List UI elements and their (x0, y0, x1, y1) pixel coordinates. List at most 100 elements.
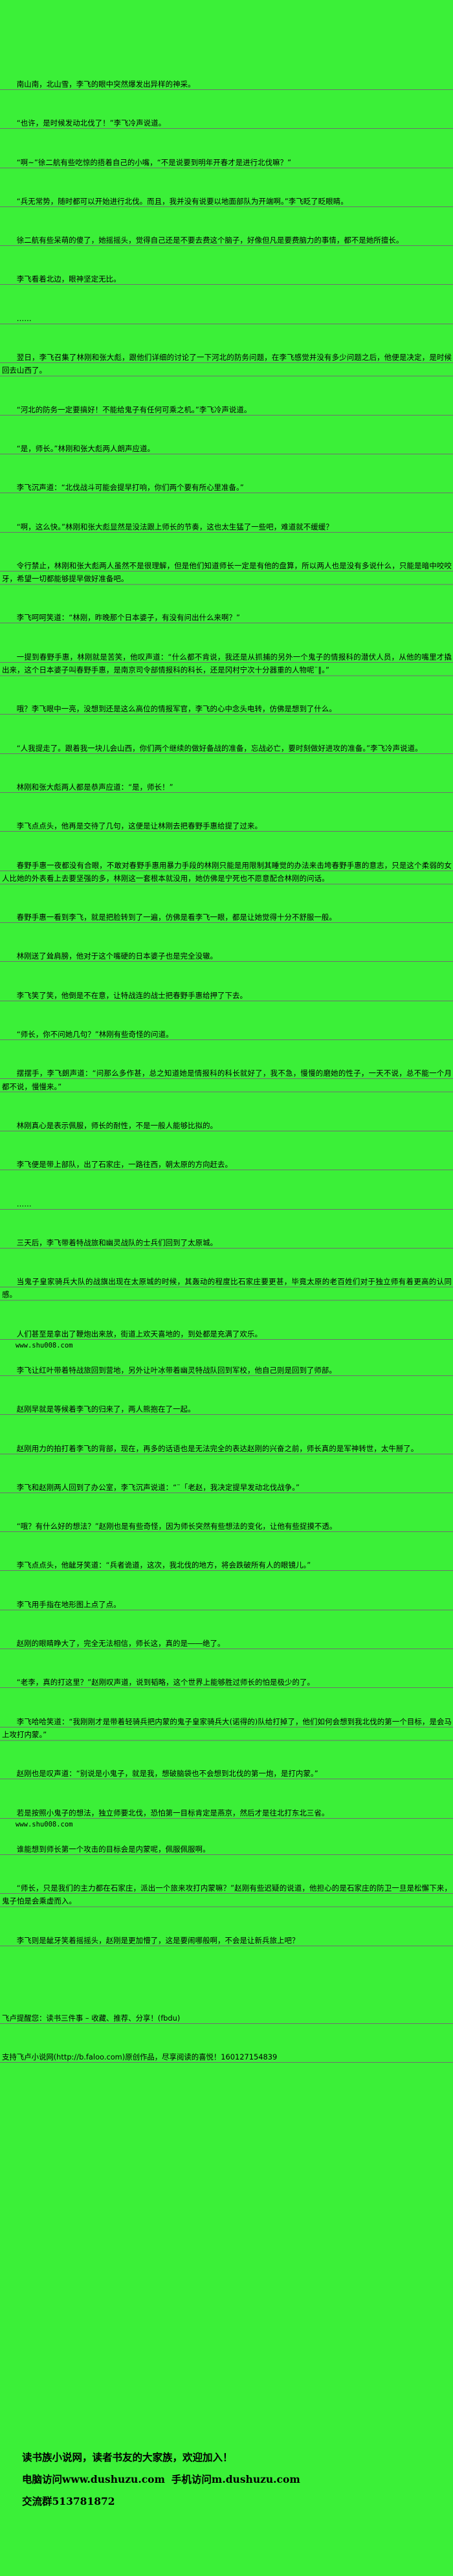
chapter-paragraph: 李飞和赵刚两人回到了办公室，李飞沉声说道：“¨「老赵，我决定提早发动北伐战争。” (0, 1480, 453, 1494)
paragraph-spacer (0, 208, 453, 234)
chapter-paragraph: 当鬼子皇家骑兵大队的战旗出现在太原城的时候，其轰动的程度比石家庄要更甚，毕竟太原… (0, 1275, 453, 1302)
chapter-paragraph: …… (0, 311, 453, 326)
paragraph-spacer (0, 1689, 453, 1715)
promo-note: 飞卢提醒您：读书三件事 – 收藏、推荐、分享！(fbdu) (0, 2012, 453, 2025)
chapter-paragraph: “河北的防务一定要搞好！不能给鬼子有任何可乘之机。”李飞冷声说道。 (0, 403, 453, 416)
chapter-paragraph: 春野手惠一夜都没有合眼，不敢对春野手惠用暴力手段的林刚只能是用限制其睡觉的办法来… (0, 858, 453, 885)
chapter-paragraph: 赵刚用力的拍打着李飞的背部，现在，再多的话语也是无法完全的表达赵刚的兴奋之前，师… (0, 1441, 453, 1455)
chapter-paragraph: 李飞呵呵笑道：“林刚，昨晚那个日本婆子，有没有问出什么来啊？” (0, 611, 453, 625)
chapter-paragraph: 摆摆手，李飞朗声道：“问那么多作甚，总之知道她是情报科的科长就好了，我不急，慢慢… (0, 1067, 453, 1093)
paragraph-spacer (0, 1856, 453, 1882)
paragraph-spacer (0, 1416, 453, 1442)
site-footer: 读书族小说网，读者书友的大家族，欢迎加入！ 电脑访问www.dushuzu.co… (0, 2447, 453, 2513)
paragraph-spacer (0, 1741, 453, 1767)
chapter-paragraph: 李飞沉声道：“北伐战斗可能会提早打响，你们两个要有所心里准备。” (0, 481, 453, 494)
paragraph-spacer (0, 494, 453, 520)
paragraph-spacer (0, 924, 453, 949)
paragraph-spacer (0, 1533, 453, 1559)
paragraph-spacer (0, 585, 453, 611)
chapter-paragraph: 人们甚至是拿出了鞭炮出来放，街道上欢天喜地的，到处都是充满了欢乐。 (0, 1327, 453, 1340)
paragraph-spacer (0, 377, 453, 403)
chapter-paragraph: “师长，只是我们的主力都在石家庄，派出一个旅来攻打内蒙嘛？”赵刚有些迟疑的说道，… (0, 1882, 453, 1908)
paragraph-spacer (0, 963, 453, 989)
chapter-paragraph: “兵无常势，随时都可以开始进行北伐。而且，我并没有说要以地面部队为开端啊。”李飞… (0, 194, 453, 208)
promo-support[interactable]: 支持飞卢小说网(http://b.faloo.com)原创作品，尽享阅读的喜悦！… (0, 2050, 453, 2064)
chapter-paragraph: 赵刚早就是等候着李飞的归来了，两人熊抱在了一起。 (0, 1403, 453, 1416)
paragraph-spacer (0, 625, 453, 650)
chapter-paragraph: “是，师长。”林刚和张大彪两人朗声应道。 (0, 441, 453, 456)
chapter-paragraph: “老李，真的打这里？”赵刚叹声道，说到韬略，这个世界上能够胜过师长的怕是极少的了… (0, 1676, 453, 1689)
paragraph-spacer (0, 286, 453, 312)
chapter-paragraph: 李飞则是龇牙笑着摇摇头，赵刚是更加懵了，这是要闹哪般啊，不会是让新兵旅上吧？ (0, 1933, 453, 1948)
paragraph-spacer (0, 130, 453, 156)
paragraph-spacer (0, 833, 453, 859)
paragraph-spacer (0, 2025, 453, 2050)
chapter-paragraph: 赵刚的眼睛睁大了，完全无法相信，师长这，真的是――绝了。 (0, 1637, 453, 1650)
paragraph-spacer (0, 1002, 453, 1028)
footer-group-number: 513781872 (52, 2495, 115, 2507)
paragraph-spacer (0, 1781, 453, 1806)
chapter-body: 南山南，北山雪，李飞的眼中突然爆发出异样的神采。 “也许，是时候发动北伐了！”李飞… (0, 78, 453, 2064)
chapter-paragraph: 三天后，李飞带着特战旅和幽灵战队的士兵们回到了太原城。 (0, 1236, 453, 1250)
paragraph-spacer (0, 885, 453, 911)
paragraph-spacer (0, 1302, 453, 1327)
site-watermark: www.shu008.com (16, 1341, 73, 1349)
chapter-paragraph: 哦？李飞眼中一亮，没想到还是这么高位的情报军官，李飞的心中念头电转，仿佛是想到了… (0, 702, 453, 716)
chapter-paragraph: 翌日，李飞召集了林刚和张大彪，跟他们详细的讨论了一下河北的防务问题，在李飞感觉并… (0, 351, 453, 377)
chapter-paragraph: “啊~”徐二航有些吃惊的捂着自己的小嘴，“不是说要到明年开春才是进行北伐嘛？” (0, 155, 453, 169)
paragraph-spacer (0, 1611, 453, 1637)
paragraph-spacer (0, 1171, 453, 1197)
chapter-paragraph: 李飞点点头，他龇牙笑道：“兵者诡道，这次，我北伐的地方，将会跌破所有人的眼镜儿。… (0, 1559, 453, 1572)
chapter-paragraph: 若是按照小鬼子的想法，独立师要北伐，恐怕第一目标肯定是燕京，然后才是往北打东北三… (0, 1806, 453, 1819)
paragraph-spacer (0, 247, 453, 272)
chapter-paragraph: 李飞让红叶带着特战旅回到营地，另外让叶冰带着幽灵特战队回到军校，他自己则是回到了… (0, 1363, 453, 1377)
paragraph-spacer (0, 1377, 453, 1403)
chapter-paragraph: “啊，这么快。”林刚和张大彪显然是没法跟上师长的节奏，这也太生猛了一些吧，难道就… (0, 520, 453, 533)
site-watermark: www.shu008.com (16, 1820, 73, 1828)
paragraph-spacer (0, 325, 453, 351)
paragraph-spacer (0, 1973, 453, 2012)
footer-access-line: 电脑访问www.dushuzu.com 手机访问m.dushuzu.com (22, 2469, 453, 2491)
paragraph-spacer (0, 755, 453, 781)
footer-pc-url[interactable]: www.dushuzu.com (62, 2473, 165, 2485)
chapter-paragraph: 李飞用手指在地形图上点了点。 (0, 1597, 453, 1612)
chapter-paragraph: 李飞看着北边，眼神坚定无比。 (0, 272, 453, 286)
footer-pc-label: 电脑访问 (22, 2473, 63, 2485)
chapter-paragraph: 林刚真心是表示佩服，师长的耐性，不是一般人能够比拟的。 (0, 1118, 453, 1133)
paragraph-spacer (0, 1947, 453, 1973)
chapter-paragraph: 徐二航有些呆萌的傻了，她摇摇头，觉得自己还是不要去费这个脑子，好像但凡是要费脑力… (0, 234, 453, 247)
paragraph-spacer (0, 1249, 453, 1275)
paragraph-spacer (0, 1351, 453, 1364)
footer-welcome-text: 读书族小说网，读者书友的大家族，欢迎加入！ (22, 2451, 233, 2463)
paragraph-spacer (0, 1455, 453, 1481)
paragraph-spacer (0, 91, 453, 117)
chapter-paragraph: 令行禁止，林刚和张大彪两人虽然不是很理解，但是他们知道师长一定是有他的盘算，所以… (0, 559, 453, 586)
paragraph-spacer (0, 1908, 453, 1934)
footer-group-label: 交流群 (22, 2495, 52, 2507)
footer-mobile-url[interactable]: m.dushuzu.com (211, 2473, 300, 2485)
chapter-paragraph: “师长，你不问她几句？”林刚有些奇怪的问道。 (0, 1028, 453, 1041)
footer-group-line: 交流群513781872 (22, 2491, 453, 2513)
chapter-paragraph: 林刚和张大彪两人都是恭声应道：“是，师长！” (0, 780, 453, 794)
chapter-paragraph: 李飞哈哈笑道：“我刚刚才是带着轻骑兵把内蒙的鬼子皇家骑兵大(诺得的)队给打掉了，… (0, 1715, 453, 1742)
chapter-paragraph: 南山南，北山雪，李飞的眼中突然爆发出异样的神采。 (0, 78, 453, 91)
chapter-paragraph: 一提到春野手惠，林刚就是苦笑，他叹声道：“什么都不肯说，我还是从抓捕的另外一个鬼… (0, 650, 453, 677)
chapter-paragraph: “哦？有什么好的想法？”赵刚也是有些奇怪，因为师长突然有些想法的变化，让他有些捉… (0, 1520, 453, 1533)
paragraph-spacer (0, 1650, 453, 1676)
paragraph-spacer (0, 1093, 453, 1119)
paragraph-spacer (0, 1041, 453, 1067)
paragraph-spacer (0, 1830, 453, 1843)
footer-welcome-line: 读书族小说网，读者书友的大家族，欢迎加入！ (22, 2447, 453, 2469)
paragraph-spacer (0, 794, 453, 819)
chapter-paragraph: “人我提走了。跟着我一块儿会山西，你们两个继续的做好备战的准备，忘战必亡，要时刻… (0, 741, 453, 755)
chapter-paragraph: 林刚送了耸肩膀，他对于这个嘴硬的日本婆子也是完全没辙。 (0, 949, 453, 963)
paragraph-spacer (0, 1210, 453, 1236)
paragraph-spacer (0, 716, 453, 742)
chapter-paragraph: …… (0, 1197, 453, 1210)
chapter-paragraph: 谁能想到师长第一个攻击的目标会是内蒙呢，佩服佩服啊。 (0, 1842, 453, 1856)
paragraph-spacer (0, 416, 453, 442)
chapter-paragraph: “也许，是时候发动北伐了！”李飞冷声说道。 (0, 117, 453, 130)
paragraph-spacer (0, 1572, 453, 1598)
paragraph-spacer (0, 169, 453, 195)
chapter-paragraph: 李飞笑了笑，他倒是不在意，让特战连的战士把春野手惠给押了下去。 (0, 988, 453, 1003)
